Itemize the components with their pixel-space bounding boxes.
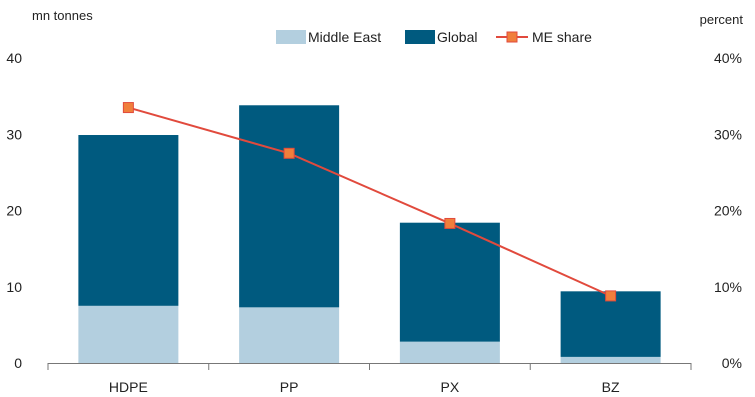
left-axis-ticks: 0 10 20 30 40 xyxy=(6,50,22,371)
x-tick-label: HDPE xyxy=(109,379,148,395)
left-tick-label: 40 xyxy=(6,50,22,66)
left-tick-label: 0 xyxy=(14,355,22,371)
right-tick-label: 0% xyxy=(722,355,742,371)
right-axis-ticks: 0% 10% 20% 30% 40% xyxy=(714,50,742,371)
left-tick-label: 10 xyxy=(6,279,22,295)
bar-middle-east xyxy=(560,356,661,363)
legend-label-global: Global xyxy=(437,29,477,45)
legend-swatch-global xyxy=(405,30,435,44)
x-tick-label: PP xyxy=(280,379,299,395)
legend-label-middle-east: Middle East xyxy=(308,29,381,45)
share-line-layer xyxy=(122,102,617,302)
bar-global xyxy=(399,222,500,342)
right-tick-label: 30% xyxy=(714,126,742,142)
right-tick-label: 20% xyxy=(714,203,742,219)
me-share-marker xyxy=(444,217,456,229)
x-axis: HDPE PP PX BZ xyxy=(47,363,692,395)
right-axis-unit-label: percent xyxy=(700,12,744,27)
x-tick-label: PX xyxy=(441,379,460,395)
bar-global xyxy=(78,135,179,306)
bars xyxy=(78,105,661,363)
legend: Middle East Global ME share xyxy=(276,29,592,45)
right-tick-label: 40% xyxy=(714,50,742,66)
legend-label-me-share: ME share xyxy=(532,29,592,45)
legend-swatch-middle-east xyxy=(276,30,306,44)
bar-middle-east xyxy=(239,307,340,363)
bar-middle-east xyxy=(399,341,500,363)
left-axis-unit-label: mn tonnes xyxy=(32,8,93,23)
left-tick-label: 30 xyxy=(6,126,22,142)
bar-middle-east xyxy=(78,305,179,363)
right-tick-label: 10% xyxy=(714,279,742,295)
me-share-marker xyxy=(283,147,295,159)
left-tick-label: 20 xyxy=(6,203,22,219)
legend-marker-me-share xyxy=(506,31,518,43)
x-tick-label: BZ xyxy=(602,379,620,395)
me-share-marker xyxy=(605,290,617,302)
me-share-marker xyxy=(122,102,134,114)
bar-global xyxy=(560,291,661,357)
me-share-line xyxy=(128,106,612,297)
bar-global xyxy=(239,105,340,308)
